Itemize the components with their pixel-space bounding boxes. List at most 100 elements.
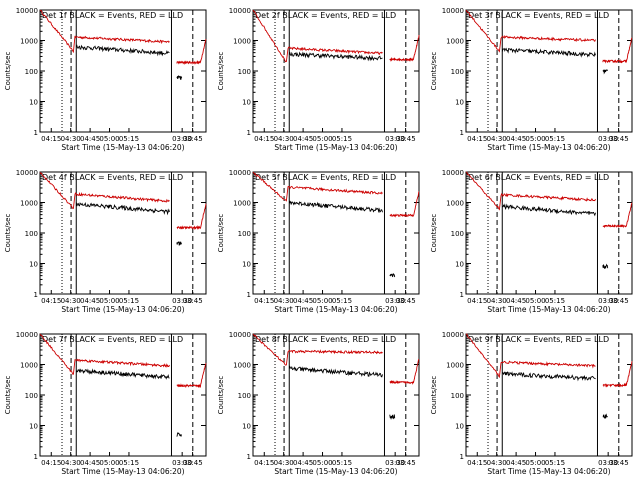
- x-tick-label: 03:30: [385, 459, 405, 467]
- x-axis-label: Start Time (15-May-13 04:06:20): [61, 143, 184, 152]
- plot-frame: [252, 9, 420, 133]
- series-events-post: [389, 414, 396, 420]
- y-tick-label: 1000: [446, 362, 464, 370]
- y-tick-label: 100: [25, 230, 38, 238]
- series-events-post: [602, 413, 608, 419]
- y-tick-label: 1000: [233, 362, 251, 370]
- y-tick-label: 1: [460, 291, 464, 299]
- x-tick-label: 05:15: [545, 297, 565, 305]
- series-events: [288, 365, 383, 378]
- x-tick-label: 04:15: [254, 297, 274, 305]
- x-tick-label: 04:30: [61, 297, 81, 305]
- x-tick-label: 05:15: [119, 135, 139, 143]
- y-tick-label: 10000: [442, 169, 464, 177]
- y-tick-label: 100: [25, 68, 38, 76]
- series-lld-post: [602, 202, 633, 229]
- panel-title: Det 6f BLACK = Events, RED = LLD: [468, 173, 609, 182]
- chart-panel-7: Det 7f BLACK = Events, RED = LLD 1 10 100 10…: [4, 331, 207, 476]
- x-tick-label: 04:45: [293, 135, 313, 143]
- x-tick-label: 05:00: [312, 297, 332, 305]
- panel-title: Det 8f BLACK = Events, RED = LLD: [255, 335, 396, 344]
- y-tick-label: 10: [455, 423, 464, 431]
- y-tick-label: 1000: [446, 38, 464, 46]
- series-events-post: [602, 69, 608, 75]
- x-tick-label: 04:45: [506, 135, 526, 143]
- y-tick-label: 10: [455, 99, 464, 107]
- x-tick-label: 03:30: [598, 135, 618, 143]
- x-tick-label: 04:15: [254, 135, 274, 143]
- plot-frame: [465, 171, 633, 295]
- x-tick-label: 05:00: [525, 135, 545, 143]
- plot-frame: [39, 9, 207, 133]
- y-tick-label: 10000: [16, 169, 38, 177]
- y-tick-label: 1000: [233, 38, 251, 46]
- series-lld: [39, 333, 170, 375]
- x-tick-label: 04:45: [293, 459, 313, 467]
- panel-title: Det 9f BLACK = Events, RED = LLD: [468, 335, 609, 344]
- y-tick-label: 1: [34, 129, 38, 137]
- panel-title: Det 3f BLACK = Events, RED = LLD: [468, 11, 609, 20]
- x-tick-label: 03:45: [395, 297, 415, 305]
- y-tick-label: 1: [460, 129, 464, 137]
- y-tick-label: 1000: [20, 38, 38, 46]
- y-axis-label: Counts/sec: [217, 52, 225, 91]
- y-tick-label: 100: [451, 230, 464, 238]
- series-events: [288, 51, 383, 62]
- chart-panel-5: Det 5f BLACK = Events, RED = LLD 1 10 100 10…: [217, 169, 420, 314]
- series-lld: [39, 171, 170, 209]
- x-tick-label: 05:15: [545, 459, 565, 467]
- x-tick-label: 05:00: [99, 297, 119, 305]
- x-axis-label: Start Time (15-May-13 04:06:20): [61, 467, 184, 476]
- x-tick-label: 03:30: [172, 459, 192, 467]
- plot-frame: [465, 333, 633, 457]
- x-tick-label: 04:30: [487, 297, 507, 305]
- x-axis-label: Start Time (15-May-13 04:06:20): [274, 143, 397, 152]
- x-tick-label: 05:15: [332, 135, 352, 143]
- chart-panel-1: Det 1f BLACK = Events, RED = LLD 1 10 100 10…: [4, 7, 207, 152]
- series-lld-post: [176, 363, 207, 389]
- y-tick-label: 1: [247, 291, 251, 299]
- x-tick-label: 03:30: [598, 297, 618, 305]
- x-tick-label: 03:45: [608, 459, 628, 467]
- x-tick-label: 03:30: [172, 297, 192, 305]
- chart-panel-9: Det 9f BLACK = Events, RED = LLD 1 10 100 10…: [430, 331, 633, 476]
- x-tick-label: 05:00: [525, 459, 545, 467]
- series-lld: [252, 171, 383, 202]
- x-tick-label: 05:15: [119, 459, 139, 467]
- series-events: [502, 203, 596, 217]
- x-tick-label: 05:00: [312, 459, 332, 467]
- y-tick-label: 10: [29, 99, 38, 107]
- x-axis-label: Start Time (15-May-13 04:06:20): [61, 305, 184, 314]
- x-tick-label: 03:45: [182, 297, 202, 305]
- y-tick-label: 10000: [229, 7, 251, 15]
- series-events-post: [176, 431, 182, 437]
- y-axis-label: Counts/sec: [4, 376, 12, 415]
- y-tick-label: 1000: [20, 362, 38, 370]
- x-tick-label: 04:45: [506, 459, 526, 467]
- x-tick-label: 04:15: [467, 459, 487, 467]
- x-tick-label: 05:15: [332, 297, 352, 305]
- series-events-post: [176, 75, 183, 81]
- x-tick-label: 03:45: [395, 459, 415, 467]
- y-tick-label: 10: [242, 99, 251, 107]
- chart-panel-6: Det 6f BLACK = Events, RED = LLD 1 10 100 10…: [430, 169, 633, 314]
- x-tick-label: 05:15: [332, 459, 352, 467]
- y-tick-label: 1: [460, 453, 464, 461]
- y-tick-label: 100: [238, 230, 251, 238]
- x-tick-label: 04:30: [61, 135, 81, 143]
- panel-title: Det 4f BLACK = Events, RED = LLD: [42, 173, 183, 182]
- series-events-post: [176, 240, 183, 246]
- y-tick-label: 10: [29, 261, 38, 269]
- y-tick-label: 1: [34, 453, 38, 461]
- x-tick-label: 04:45: [506, 297, 526, 305]
- x-tick-label: 04:45: [80, 459, 100, 467]
- x-tick-label: 04:15: [254, 459, 274, 467]
- series-lld-post: [389, 34, 420, 62]
- series-lld-post: [389, 191, 420, 218]
- x-tick-label: 03:30: [385, 135, 405, 143]
- x-axis-label: Start Time (15-May-13 04:06:20): [487, 467, 610, 476]
- x-tick-label: 04:15: [41, 297, 61, 305]
- x-tick-label: 05:00: [99, 459, 119, 467]
- x-tick-label: 03:45: [182, 459, 202, 467]
